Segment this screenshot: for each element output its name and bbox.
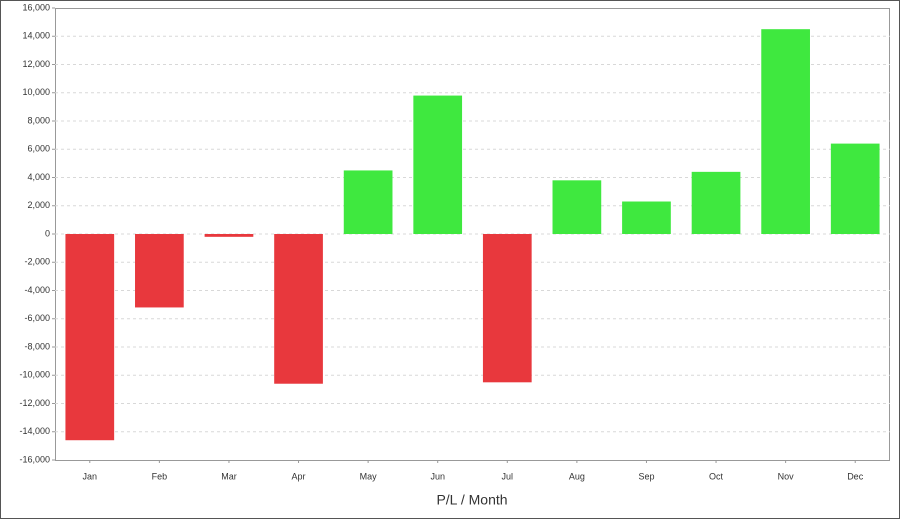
bar [343,170,393,234]
bar [482,234,532,383]
y-tick-label: -4,000 [24,285,50,295]
y-tick-label: -2,000 [24,257,50,267]
bar [622,201,671,234]
y-tick-label: 16,000 [22,2,50,12]
bar [204,234,254,237]
x-tick-label: Dec [847,471,864,481]
x-tick-label: Jul [502,471,514,481]
x-tick-label: Mar [221,471,237,481]
y-tick-label: 10,000 [22,87,50,97]
bar [552,180,602,234]
x-tick-label: Jun [430,471,445,481]
y-tick-label: 12,000 [22,59,50,69]
x-axis-label: P/L / Month [436,492,507,508]
bar [761,29,810,234]
bar [135,234,184,308]
y-tick-label: -12,000 [19,398,50,408]
x-tick-label: May [360,471,378,481]
bar [830,143,880,234]
y-tick-label: 14,000 [22,31,50,41]
y-tick-label: -10,000 [19,370,50,380]
bar [413,95,463,234]
y-tick-label: -6,000 [24,313,50,323]
x-tick-label: Feb [152,471,168,481]
y-tick-label: 8,000 [27,115,50,125]
x-tick-label: Sep [638,471,654,481]
y-tick-label: -14,000 [19,426,50,436]
bar [691,171,741,234]
x-tick-label: Oct [709,471,724,481]
y-tick-label: -16,000 [19,454,50,464]
x-tick-label: Aug [569,471,585,481]
y-tick-label: 0 [45,228,50,238]
x-tick-label: Apr [292,471,306,481]
y-tick-label: -8,000 [24,341,50,351]
x-tick-label: Nov [778,471,795,481]
x-tick-label: Jan [83,471,98,481]
y-tick-label: 4,000 [27,172,50,182]
y-tick-label: 6,000 [27,144,50,154]
bar [274,234,323,384]
bar [65,234,115,441]
y-tick-label: 2,000 [27,200,50,210]
